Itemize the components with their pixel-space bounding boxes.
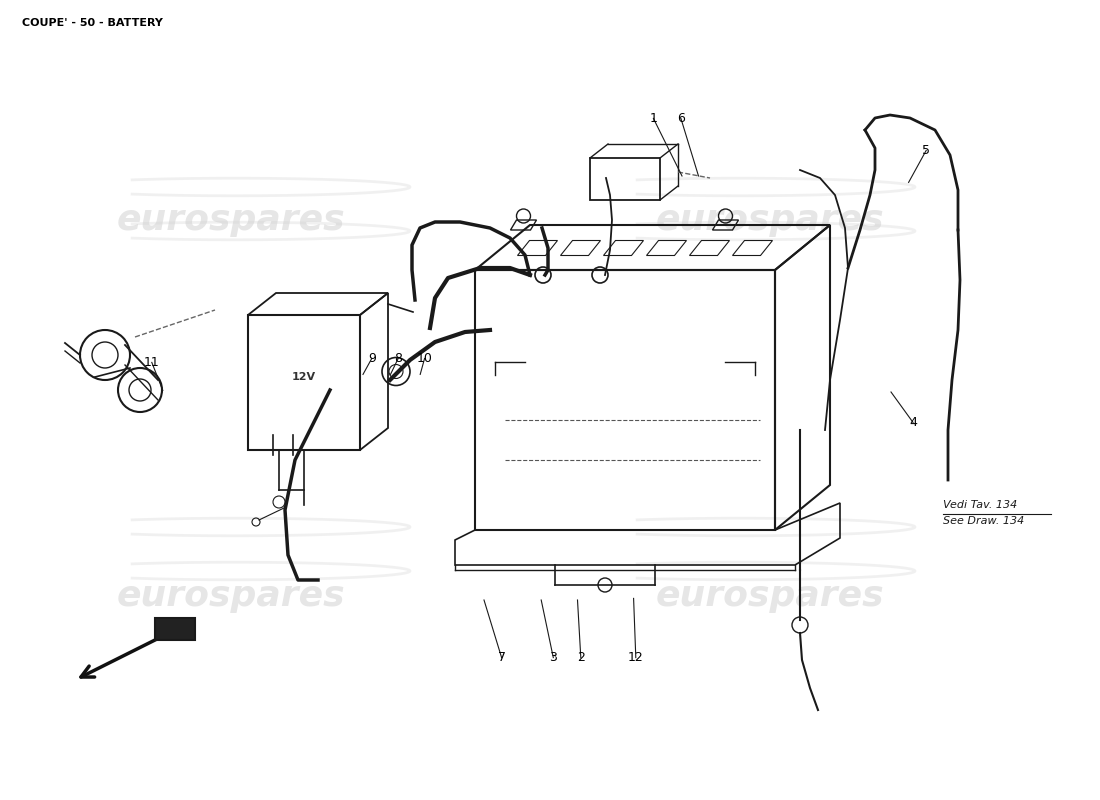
Text: COUPE' - 50 - BATTERY: COUPE' - 50 - BATTERY <box>22 18 163 28</box>
Text: 6: 6 <box>676 112 685 125</box>
Text: 7: 7 <box>497 651 506 664</box>
Text: 4: 4 <box>909 416 917 429</box>
Text: 12V: 12V <box>292 373 316 382</box>
Text: 12: 12 <box>628 651 643 664</box>
Text: Vedi Tav. 134: Vedi Tav. 134 <box>943 500 1016 510</box>
Text: eurospares: eurospares <box>117 579 345 613</box>
Text: 11: 11 <box>144 356 159 369</box>
Text: eurospares: eurospares <box>656 579 884 613</box>
Text: 5: 5 <box>922 144 931 157</box>
Text: 1: 1 <box>649 112 658 125</box>
Text: 9: 9 <box>367 352 376 365</box>
Text: 2: 2 <box>576 651 585 664</box>
Text: eurospares: eurospares <box>656 203 884 237</box>
Text: See Draw. 134: See Draw. 134 <box>943 516 1024 526</box>
Text: eurospares: eurospares <box>117 203 345 237</box>
Text: 8: 8 <box>394 352 403 365</box>
Polygon shape <box>155 618 195 640</box>
Text: 10: 10 <box>417 352 432 365</box>
Text: 3: 3 <box>549 651 558 664</box>
